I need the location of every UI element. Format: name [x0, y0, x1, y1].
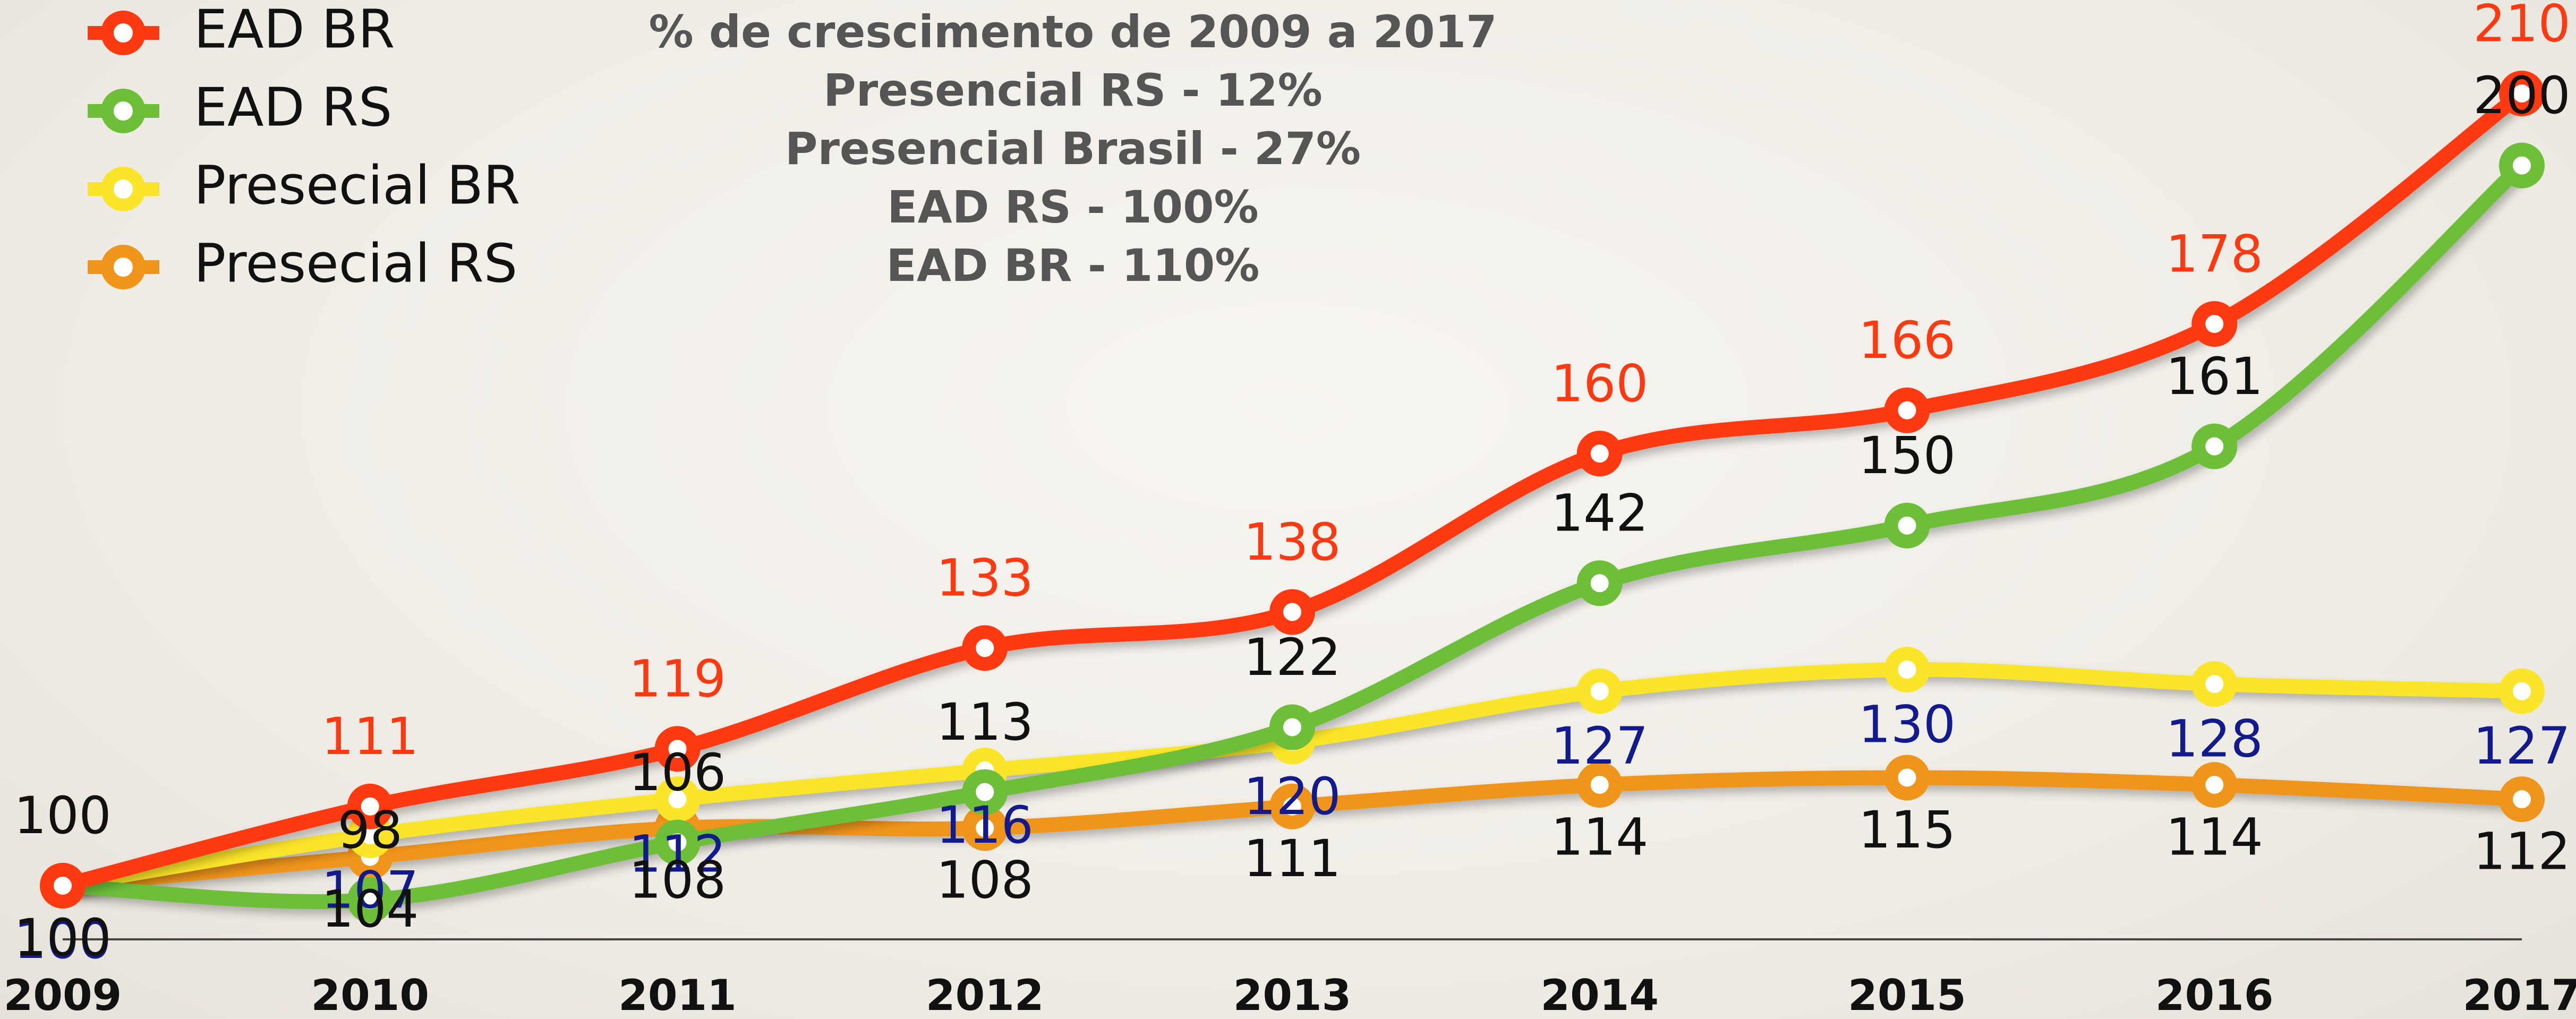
data-label: 161	[2166, 347, 2263, 406]
data-label: 100	[14, 911, 111, 970]
legend-marker	[101, 167, 146, 211]
point-marker	[1576, 762, 1623, 808]
data-label: 127	[1551, 716, 1648, 776]
point-marker	[962, 769, 1008, 815]
x-tick-label: 2010	[311, 971, 429, 1019]
data-label: 130	[1858, 695, 1956, 754]
data-label: 104	[321, 879, 419, 939]
data-label: 120	[1243, 767, 1341, 826]
data-label: 138	[1243, 512, 1341, 572]
point-marker	[2191, 301, 2238, 347]
point-marker	[2499, 142, 2545, 189]
data-label: 112	[629, 824, 726, 884]
annotation: Presencial RS - 12%	[823, 64, 1323, 116]
data-label: 106	[629, 743, 726, 802]
data-label: 127	[2473, 716, 2570, 776]
annotation: EAD BR - 110%	[886, 239, 1260, 292]
point-marker	[1269, 783, 1315, 829]
data-label: 107	[321, 860, 419, 920]
x-tick-label: 2012	[926, 971, 1044, 1019]
point-marker	[2191, 661, 2238, 707]
data-label: 122	[1243, 628, 1341, 687]
data-label: 100	[14, 908, 111, 967]
data-label: 128	[2166, 709, 2263, 768]
x-tick-label: 2015	[1848, 971, 1966, 1019]
data-label: 108	[936, 851, 1034, 910]
point-marker	[1269, 704, 1315, 750]
point-marker	[1884, 387, 1930, 433]
data-label: 111	[1243, 829, 1341, 888]
data-label: 100	[14, 786, 111, 845]
data-label: 119	[629, 649, 726, 709]
data-label: 160	[1551, 354, 1648, 413]
point-marker	[1884, 647, 1930, 692]
point-marker	[2191, 762, 2238, 808]
data-label: 100	[14, 786, 111, 845]
point-marker	[40, 862, 86, 909]
legend-label: Presecial BR	[194, 154, 520, 216]
point-marker	[347, 783, 393, 829]
point-marker	[654, 776, 701, 823]
point-marker	[2499, 776, 2545, 823]
point-marker	[1269, 589, 1315, 635]
point-marker	[347, 877, 393, 923]
data-label: 150	[1858, 426, 1956, 485]
x-tick-label: 2011	[618, 971, 737, 1019]
data-label: 133	[936, 549, 1034, 608]
legend-label: EAD RS	[194, 76, 392, 138]
data-label: 116	[936, 795, 1034, 855]
data-label: 114	[2166, 807, 2263, 867]
point-marker	[2191, 423, 2238, 469]
point-marker	[1576, 431, 1623, 477]
x-tick-label: 2013	[1233, 971, 1352, 1019]
data-label: 115	[1858, 800, 1956, 860]
point-marker	[1884, 502, 1930, 549]
data-label: 113	[936, 692, 1034, 752]
point-marker	[1576, 668, 1623, 714]
data-label: 98	[338, 800, 403, 860]
data-label: 200	[2473, 66, 2570, 125]
point-marker	[962, 625, 1008, 671]
x-tick-label: 2009	[4, 971, 122, 1019]
data-label: 166	[1858, 311, 1956, 370]
data-label: 108	[629, 851, 726, 910]
point-marker	[2499, 71, 2545, 116]
annotation: EAD RS - 100%	[887, 181, 1258, 233]
legend-label: EAD BR	[194, 0, 395, 60]
data-label: 210	[2473, 0, 2570, 53]
data-label: 112	[2473, 821, 2570, 881]
point-marker	[1576, 560, 1623, 606]
x-tick-label: 2017	[2463, 971, 2576, 1019]
x-tick-label: 2014	[1540, 971, 1659, 1019]
data-label: 114	[1551, 807, 1648, 867]
data-label: 111	[321, 707, 419, 766]
point-marker	[1884, 755, 1930, 801]
annotation: Presencial Brasil - 27%	[785, 123, 1361, 175]
data-label: 178	[2166, 224, 2263, 284]
data-label: 142	[1551, 484, 1648, 543]
legend-marker	[101, 245, 146, 289]
point-marker	[654, 819, 701, 866]
x-tick-label: 2016	[2155, 971, 2274, 1019]
legend-marker	[101, 11, 146, 55]
annotation: % de crescimento de 2009 a 2017	[649, 6, 1497, 58]
legend-marker	[101, 89, 146, 133]
point-marker	[654, 726, 701, 772]
legend-label: Presecial RS	[194, 232, 517, 294]
point-marker	[2499, 668, 2545, 714]
